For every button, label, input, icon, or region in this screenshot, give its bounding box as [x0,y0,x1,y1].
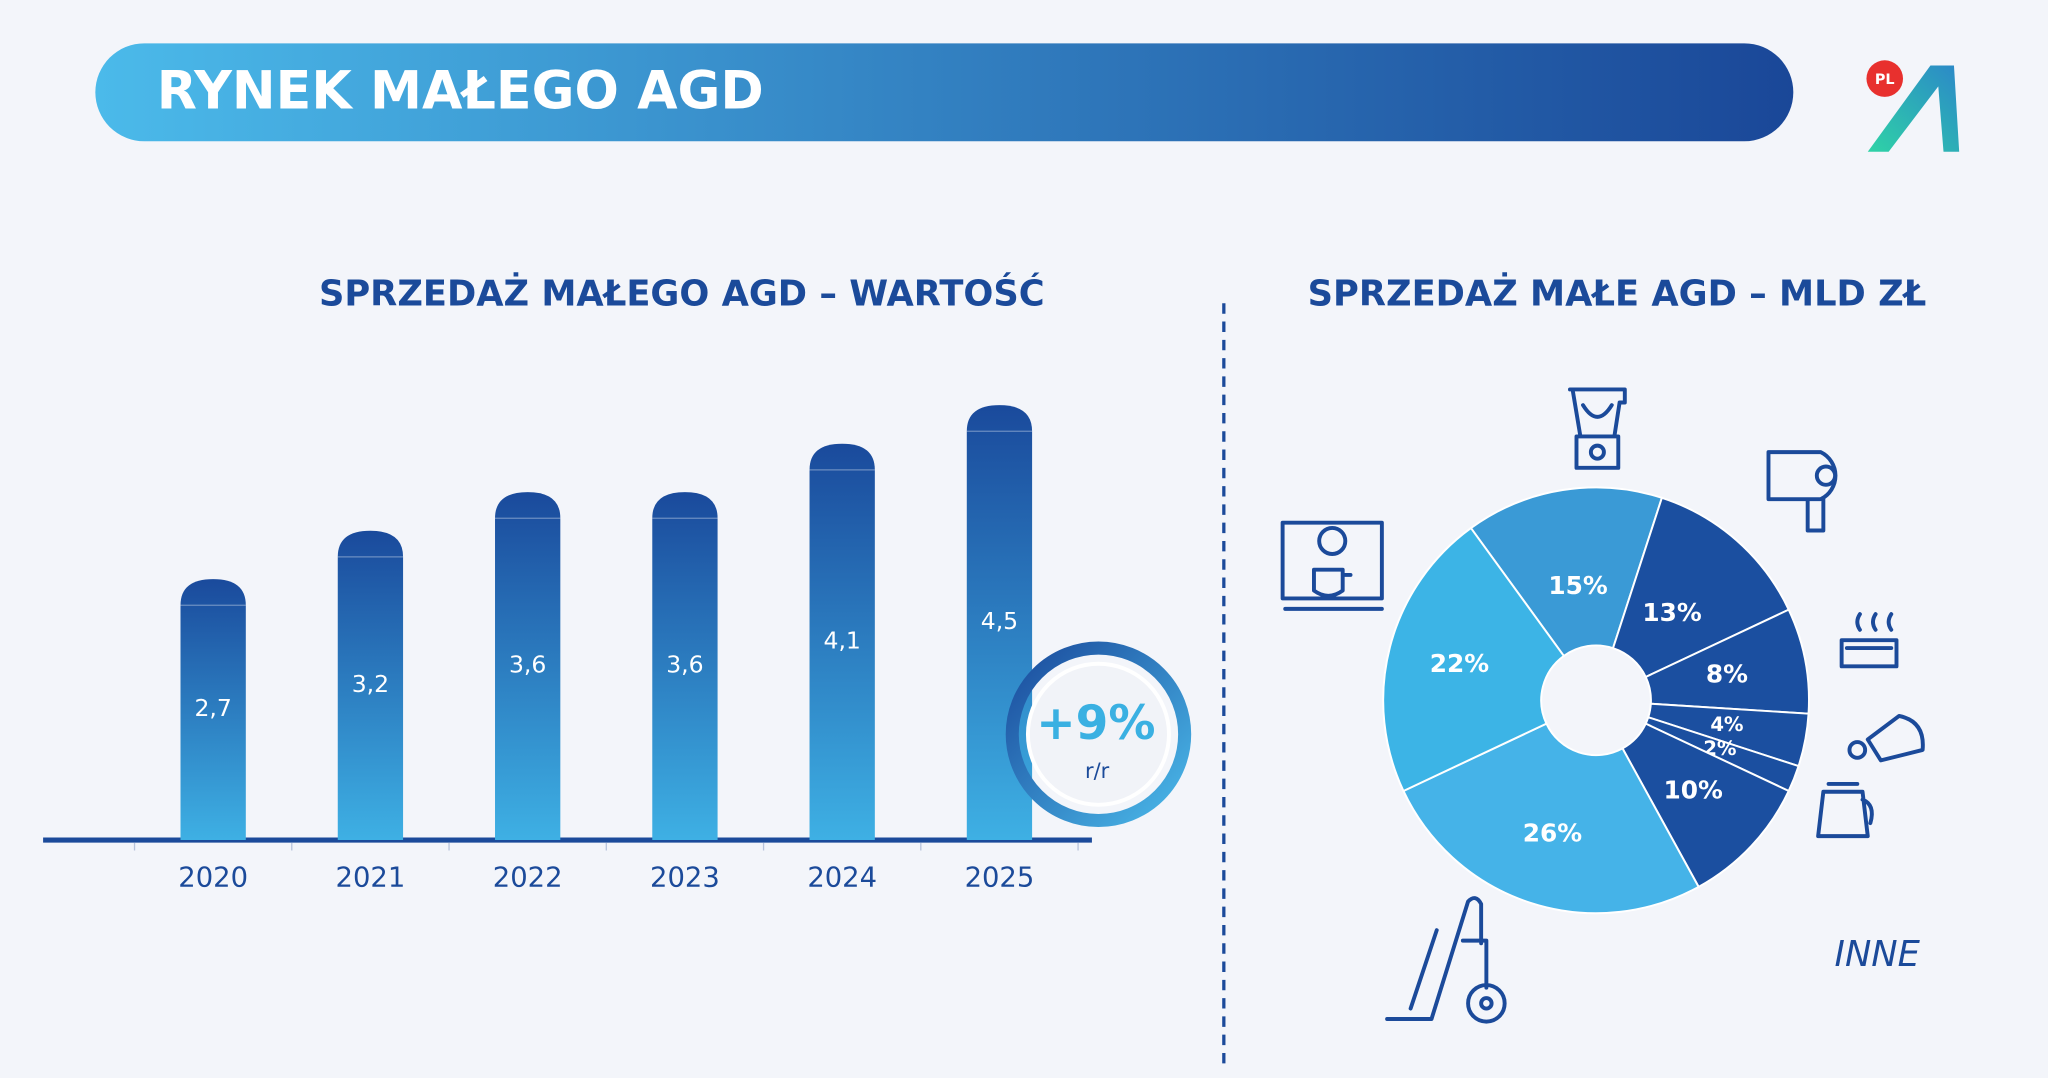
vacuum-icon [1385,896,1507,1024]
x-tick-label: 2025 [965,863,1035,894]
value-label: 3,6 [666,651,703,679]
hairdryer-icon [1766,450,1838,533]
annotation-disc [1025,661,1171,807]
logo [1867,65,1960,152]
slice-label: 22% [1430,649,1490,678]
slice-label: 15% [1548,571,1608,600]
pie-slice [1621,722,1791,889]
x-tick-label: 2023 [650,863,720,894]
slice-label: 26% [1523,818,1583,847]
logo-badge-text: PL [1875,72,1895,88]
bar [180,579,246,841]
category-label: INNE [1835,934,1921,975]
coffee-machine-icon [1280,520,1384,611]
header-bar [95,43,1794,142]
slice-label: 10% [1664,776,1724,805]
bar [809,443,875,841]
slice-label: 4% [1710,713,1743,736]
value-label: 3,2 [352,670,389,698]
blender-icon [1567,387,1627,470]
x-tick-label: 2020 [178,863,248,894]
slice-label: 8% [1706,659,1748,688]
pie-slice [1469,486,1664,658]
value-label: 3,6 [509,651,546,679]
pie-slice [1611,496,1791,679]
x-tick-label: 2024 [807,863,877,894]
value-label: 2,7 [194,694,231,722]
annotation-text: +9% [1036,696,1155,751]
bar [652,492,718,841]
x-tick-label: 2021 [336,863,406,894]
bar [337,530,404,841]
header-title: RYNEK MAŁEGO AGD [157,61,764,121]
logo-badge [1866,60,1904,97]
x-tick-label: 2022 [493,863,563,894]
annotation-ring [1005,641,1192,827]
icons [1280,387,1925,1024]
toaster-icon [1839,612,1899,669]
iron-icon [1847,714,1925,763]
pie-slice [1402,722,1700,915]
value-label: 4,1 [824,626,861,654]
bar-chart-title: SPRZEDAŻ MAŁEGO AGD – WARTOŚĆ [319,271,1045,314]
value-label: 4,5 [981,607,1018,635]
kettle-icon [1816,781,1874,839]
slice-label: 13% [1642,598,1702,627]
annotation-subtext: r/r [1085,759,1110,783]
pie-chart-title: SPRZEDAŻ MAŁE AGD – MLD ZŁ [1308,271,1927,314]
bar [495,492,561,841]
pie-slice [1382,526,1566,793]
